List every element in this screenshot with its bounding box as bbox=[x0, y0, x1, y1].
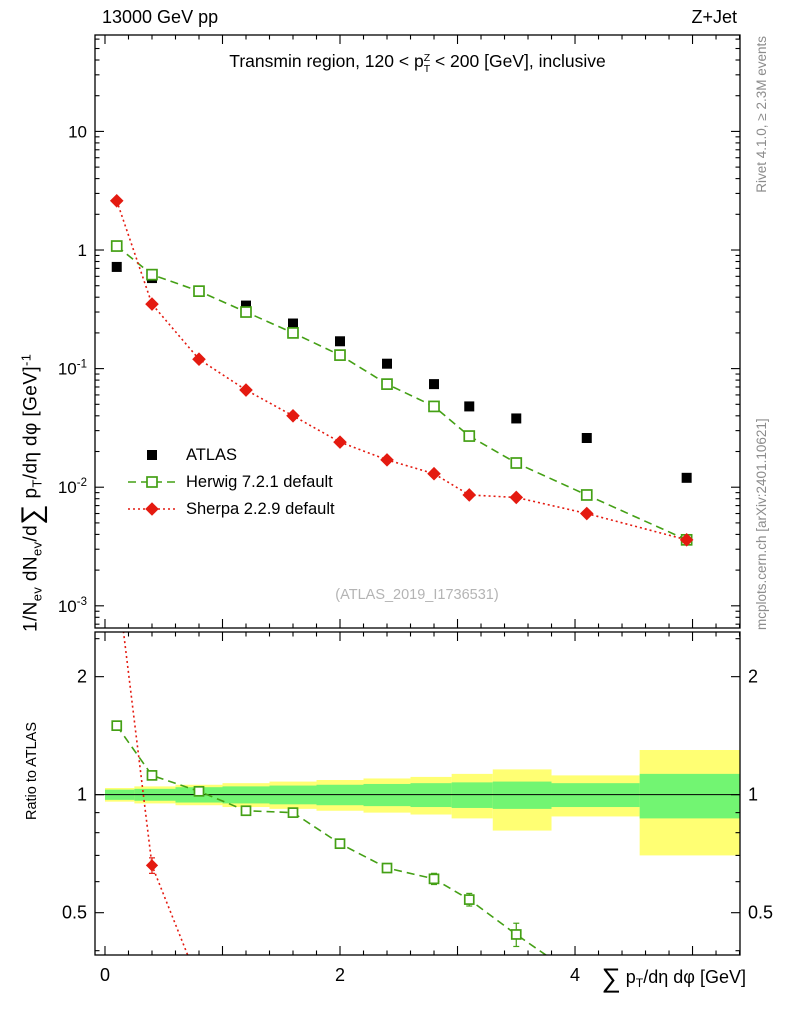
ratio-tick-label: 2 bbox=[748, 667, 758, 687]
ratio-axis-label: Ratio to ATLAS bbox=[24, 721, 40, 821]
y-tick-label: 10 bbox=[68, 122, 87, 141]
panel-frame bbox=[94, 631, 741, 956]
ratio-panel-series bbox=[111, 632, 548, 955]
ratio-tick-label: 1 bbox=[748, 785, 758, 805]
panel-frame bbox=[94, 34, 741, 629]
ratio-tick-label: 0.5 bbox=[62, 903, 87, 923]
y-axis-label: 1/Nev dNev/d∑ pT/dη dφ [GeV]-1 bbox=[16, 353, 48, 632]
ratio-tick-label: 1 bbox=[77, 785, 87, 805]
ratio-tick-label: 0.5 bbox=[748, 903, 773, 923]
y-tick-label: 10-2 bbox=[58, 477, 87, 497]
ratio-tick-label: 2 bbox=[77, 667, 87, 687]
mcplots-citation-note: mcplots.cern.ch [arXiv:2401.10621] bbox=[754, 418, 769, 630]
legend-item-herwig: Herwig 7.2.1 default bbox=[186, 473, 333, 491]
ratio-uncertainty-bands bbox=[95, 750, 740, 856]
analysis-id-watermark: (ATLAS_2019_I1736531) bbox=[335, 587, 499, 603]
main-panel-series bbox=[109, 193, 694, 547]
process-label: Z+Jet bbox=[691, 7, 737, 27]
beam-energy-label: 13000 GeV pp bbox=[102, 7, 219, 27]
x-tick-label: 0 bbox=[100, 965, 110, 985]
legend-markers bbox=[128, 450, 176, 516]
x-tick-label: 2 bbox=[335, 965, 345, 985]
y-tick-label: 10-1 bbox=[58, 359, 87, 379]
rivet-version-note: Rivet 4.1.0, ≥ 2.3M events bbox=[754, 36, 769, 193]
y-tick-label: 10-3 bbox=[58, 596, 87, 616]
x-tick-label: 4 bbox=[570, 965, 580, 985]
legend-item-atlas: ATLAS bbox=[186, 446, 238, 464]
x-axis-label: ∑ pT/dη dφ [GeV] bbox=[601, 963, 746, 993]
y-tick-label: 1 bbox=[78, 241, 87, 260]
legend-item-sherpa: Sherpa 2.2.9 default bbox=[186, 500, 335, 518]
